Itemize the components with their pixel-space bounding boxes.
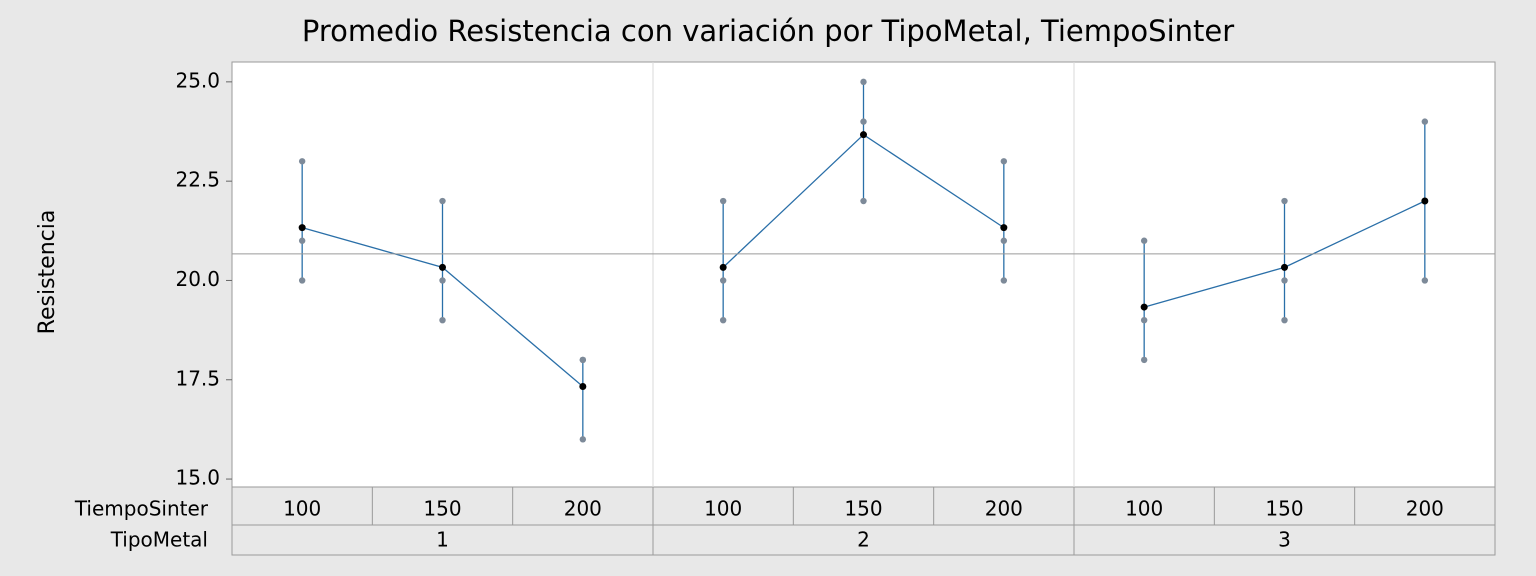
data-point	[1140, 356, 1148, 364]
group-label: 3	[1278, 528, 1291, 552]
data-point	[1000, 277, 1008, 284]
data-point	[1000, 237, 1008, 244]
data-point	[298, 277, 306, 284]
mean-point	[298, 224, 306, 232]
data-point	[719, 277, 727, 284]
data-point	[439, 277, 446, 284]
mean-point	[719, 263, 727, 271]
x-tick-label: 100	[704, 497, 742, 521]
y-tick-label: 20.0	[175, 267, 220, 291]
data-point	[298, 158, 306, 165]
data-point	[1281, 277, 1288, 284]
x-tick-label: 200	[1406, 497, 1444, 521]
row-label: TiempoSinter	[74, 497, 209, 521]
y-tick-label: 17.5	[175, 366, 220, 390]
x-tick-label: 200	[985, 497, 1023, 521]
data-point	[298, 237, 306, 244]
data-point	[719, 197, 727, 205]
data-point	[860, 118, 867, 125]
data-point	[860, 197, 867, 205]
mean-point	[1421, 197, 1429, 205]
mean-point	[1281, 263, 1288, 271]
data-point	[1140, 237, 1148, 244]
x-table	[231, 486, 1496, 556]
data-point	[1421, 118, 1429, 125]
mean-point	[1140, 303, 1148, 311]
mean-point	[439, 263, 446, 271]
y-tick-label: 25.0	[175, 68, 220, 92]
data-point	[579, 436, 587, 443]
data-point	[1281, 197, 1288, 205]
x-tick-label: 100	[1125, 497, 1163, 521]
x-tick-label: 200	[564, 497, 602, 521]
mean-point	[579, 383, 587, 391]
mean-point	[1000, 224, 1008, 232]
data-point	[1281, 316, 1288, 324]
data-point	[1421, 277, 1429, 284]
group-label: 2	[857, 528, 870, 552]
y-axis-label: Resistencia	[35, 210, 60, 335]
y-tick-label: 15.0	[175, 466, 220, 490]
group-label: 1	[436, 528, 449, 552]
y-tick-label: 22.5	[175, 168, 220, 192]
x-tick-label: 150	[844, 497, 882, 521]
data-point	[719, 316, 727, 324]
row-label: TipoMetal	[110, 528, 208, 552]
data-point	[1140, 316, 1148, 324]
x-tick-label: 150	[1265, 497, 1303, 521]
x-tick-label: 150	[423, 497, 461, 521]
data-point	[579, 356, 587, 364]
chart-title: Promedio Resistencia con variación por T…	[302, 14, 1234, 48]
data-point	[860, 78, 867, 86]
data-point	[439, 316, 446, 324]
data-point	[1000, 158, 1008, 165]
mean-point	[860, 131, 867, 139]
data-point	[439, 197, 446, 205]
x-tick-label: 100	[283, 497, 321, 521]
